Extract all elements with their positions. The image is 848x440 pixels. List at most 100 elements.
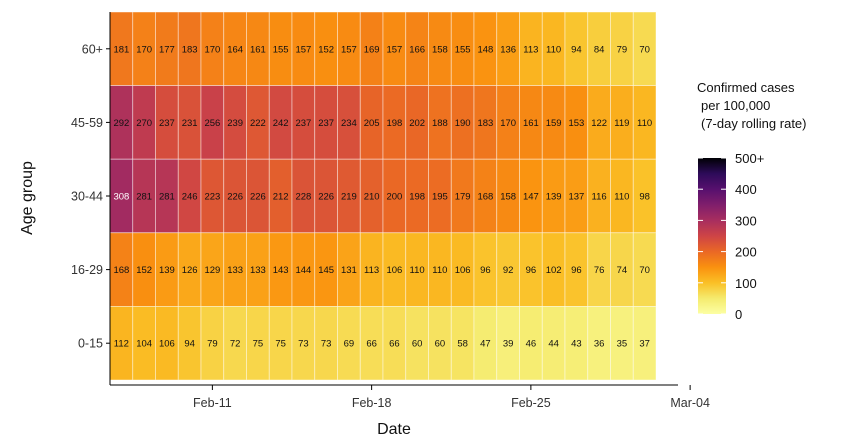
cell-value-label: 231 (182, 118, 198, 129)
cell-value-label: 72 (230, 339, 241, 350)
cell-value-label: 242 (273, 118, 289, 129)
cell-value-label: 35 (617, 339, 628, 350)
cell-value-label: 212 (273, 192, 289, 203)
cell-value-label: 69 (344, 339, 355, 350)
cell-value-label: 157 (386, 44, 402, 55)
cell-value-label: 170 (136, 44, 152, 55)
cell-value-label: 84 (594, 44, 605, 55)
cell-value-label: 44 (548, 339, 559, 350)
cell-value-label: 219 (341, 192, 357, 203)
legend-tick-label: 500+ (735, 151, 764, 166)
cell-value-label: 169 (364, 44, 380, 55)
y-axis-title: Age group (19, 161, 36, 235)
cell-value-label: 96 (571, 265, 582, 276)
cell-value-label: 110 (410, 265, 425, 276)
cell-value-label: 110 (614, 192, 629, 203)
cell-value-label: 122 (591, 118, 607, 129)
heatmap-cell (632, 305, 657, 381)
legend-title-line-3: (7-day rolling rate) (701, 116, 807, 131)
y-tick-label: 16-29 (71, 263, 103, 277)
cell-value-label: 110 (432, 265, 447, 276)
cell-value-label: 161 (523, 118, 539, 129)
cell-value-label: 110 (637, 118, 652, 129)
legend-ticks: 500+ 400 300 200 100 0 (698, 151, 764, 322)
cell-value-label: 43 (571, 339, 582, 350)
cell-value-label: 237 (295, 118, 311, 129)
cell-value-label: 234 (341, 118, 357, 129)
cell-value-label: 226 (250, 192, 266, 203)
y-tick-label: 0-15 (78, 337, 103, 351)
cell-value-label: 74 (617, 265, 628, 276)
cell-value-label: 198 (386, 118, 402, 129)
cell-value-label: 76 (594, 265, 605, 276)
cell-value-label: 281 (136, 192, 152, 203)
cell-value-label: 223 (204, 192, 220, 203)
cell-value-label: 190 (455, 118, 471, 129)
cell-value-label: 96 (526, 265, 537, 276)
cell-value-label: 94 (184, 339, 195, 350)
cell-value-label: 237 (159, 118, 175, 129)
cell-value-label: 210 (364, 192, 380, 203)
cell-value-label: 170 (500, 118, 516, 129)
cell-value-label: 158 (500, 192, 516, 203)
legend-tick-label: 200 (735, 245, 757, 260)
legend-tick-label: 100 (735, 276, 757, 291)
cell-value-label: 228 (295, 192, 311, 203)
cell-value-label: 164 (227, 44, 243, 55)
y-tick-label: 60+ (82, 42, 103, 56)
cell-value-label: 148 (477, 44, 493, 55)
cell-value-label: 113 (523, 44, 538, 55)
cell-value-label: 106 (159, 339, 175, 350)
cell-value-label: 157 (295, 44, 311, 55)
x-tick-label: Feb-25 (511, 396, 551, 410)
cell-value-label: 152 (318, 44, 334, 55)
cell-value-label: 37 (639, 339, 650, 350)
heatmap-cells: 181 170 177 183 170 164 161 155 157 152 157 169 157 1… (109, 11, 657, 381)
cell-value-label: 246 (182, 192, 198, 203)
cell-value-label: 308 (113, 192, 129, 203)
cell-value-label: 94 (571, 44, 582, 55)
legend-title-line-2: per 100,000 (701, 98, 770, 113)
cell-value-label: 195 (432, 192, 448, 203)
cell-value-label: 96 (480, 265, 491, 276)
cell-value-label: 133 (227, 265, 243, 276)
y-tick-label: 45-59 (71, 116, 103, 130)
cell-value-label: 139 (159, 265, 175, 276)
cell-value-label: 39 (503, 339, 514, 350)
cell-value-label: 237 (318, 118, 334, 129)
cell-value-label: 177 (159, 44, 175, 55)
cell-value-label: 181 (113, 44, 129, 55)
cell-value-label: 179 (455, 192, 471, 203)
cell-value-label: 66 (366, 339, 377, 350)
cell-value-label: 139 (546, 192, 562, 203)
cell-value-label: 75 (275, 339, 286, 350)
cell-value-label: 58 (457, 339, 468, 350)
cell-value-label: 159 (546, 118, 562, 129)
cell-value-label: 183 (182, 44, 198, 55)
cell-value-label: 200 (386, 192, 402, 203)
x-tick-label: Feb-18 (352, 396, 392, 410)
cell-value-label: 205 (364, 118, 380, 129)
cell-value-label: 183 (477, 118, 493, 129)
y-axis: 60+ 45-59 30-44 16-29 0-15 (71, 12, 111, 385)
cell-value-label: 92 (503, 265, 514, 276)
cell-value-label: 119 (614, 118, 629, 129)
cell-value-label: 270 (136, 118, 152, 129)
cell-value-label: 46 (526, 339, 537, 350)
cell-value-label: 131 (341, 265, 357, 276)
cell-value-label: 166 (409, 44, 425, 55)
cell-value-label: 170 (204, 44, 220, 55)
cell-value-label: 152 (136, 265, 152, 276)
cell-value-label: 102 (546, 265, 562, 276)
cell-value-label: 60 (412, 339, 423, 350)
cell-value-label: 116 (592, 192, 607, 203)
cell-value-label: 79 (207, 339, 218, 350)
cell-value-label: 60 (435, 339, 446, 350)
cell-value-label: 144 (295, 265, 311, 276)
cell-value-label: 143 (273, 265, 289, 276)
cell-value-label: 155 (455, 44, 471, 55)
cell-value-label: 222 (250, 118, 266, 129)
cell-value-label: 137 (568, 192, 584, 203)
cell-value-label: 226 (318, 192, 334, 203)
